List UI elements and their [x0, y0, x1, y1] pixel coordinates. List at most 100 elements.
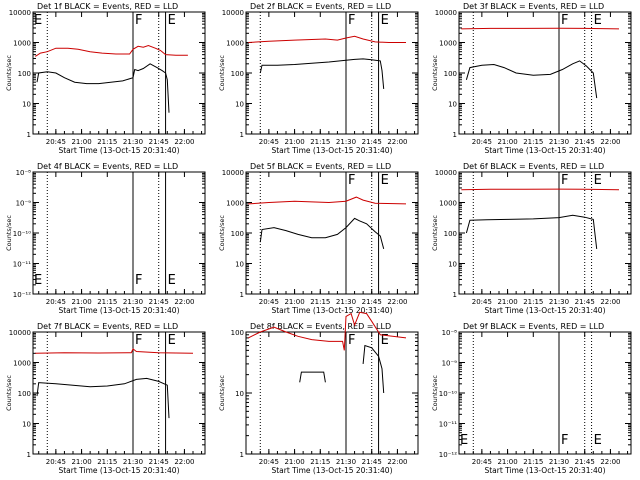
detector-panel: Det 3f BLACK = Events, RED = LLD 1 10 100 10… — [431, 2, 632, 155]
lld-series-line — [461, 27, 620, 30]
plot-frame — [458, 11, 632, 135]
events-series-line — [465, 60, 598, 99]
event-marker-label: F — [348, 173, 355, 188]
lld-series-line — [35, 348, 194, 354]
lld-series-line — [461, 188, 620, 191]
panel-title: Det 8f BLACK = Events, RED = LLD — [250, 322, 391, 331]
panel-title: Det 3f BLACK = Events, RED = LLD — [463, 2, 604, 11]
event-marker-label: F — [348, 333, 355, 348]
y-tick-label: 10⁻⁹ — [442, 360, 458, 368]
x-tick-label: 21:45 — [362, 138, 382, 146]
y-tick-label: 100 — [231, 230, 244, 238]
x-tick-label: 22:00 — [387, 458, 407, 466]
y-tick-label: 100 — [444, 70, 457, 78]
start-marker-label: E — [34, 273, 42, 288]
event-marker-label: E — [168, 13, 176, 28]
y-axis-label: Counts/sec — [431, 375, 439, 411]
events-series-line — [259, 58, 385, 89]
x-tick-label: 21:00 — [284, 298, 304, 306]
panel-title: Det 6f BLACK = Events, RED = LLD — [463, 162, 604, 171]
y-tick-label: 1000 — [439, 40, 457, 48]
detector-panel: Det 4f BLACK = Events, RED = LLD 10⁻¹² 10⁻… — [5, 162, 206, 315]
plot-frame — [245, 171, 419, 295]
x-axis-label: Start Time (13-Oct-15 20:31:40) — [58, 146, 179, 155]
events-series-line — [362, 344, 385, 394]
detector-panel: Det 8f BLACK = Events, RED = LLD 1 10 100 20… — [218, 311, 419, 475]
y-tick-label: 10000 — [222, 9, 244, 17]
x-tick-label: 21:45 — [575, 458, 595, 466]
event-marker-label: E — [381, 13, 389, 28]
events-series-line — [36, 63, 170, 113]
x-tick-label: 21:30 — [336, 458, 356, 466]
x-tick-label: 21:30 — [123, 138, 143, 146]
x-tick-label: 20:45 — [46, 458, 66, 466]
x-tick-label: 21:45 — [362, 458, 382, 466]
plot-frame — [32, 171, 206, 295]
x-tick-label: 21:30 — [549, 138, 569, 146]
y-tick-label: 10000 — [222, 169, 244, 177]
event-marker-label: F — [561, 13, 568, 28]
x-tick-label: 21:00 — [497, 138, 517, 146]
y-tick-label: 1 — [453, 131, 457, 139]
y-tick-label: 10 — [235, 261, 244, 269]
x-axis-label: Start Time (13-Oct-15 20:31:40) — [271, 146, 392, 155]
y-tick-label: 1 — [27, 131, 31, 139]
event-marker-label: F — [135, 273, 142, 288]
y-axis-label: Counts/sec — [431, 55, 439, 91]
x-tick-label: 21:45 — [575, 298, 595, 306]
y-tick-label: 100 — [231, 329, 244, 337]
x-tick-label: 21:15 — [523, 458, 543, 466]
lld-series-line — [248, 196, 407, 205]
x-tick-label: 21:45 — [575, 138, 595, 146]
y-axis-label: Counts/sec — [5, 375, 13, 411]
panel-title: Det 5f BLACK = Events, RED = LLD — [250, 162, 391, 171]
x-tick-label: 21:45 — [362, 298, 382, 306]
x-tick-label: 21:30 — [549, 298, 569, 306]
x-tick-label: 21:00 — [71, 298, 91, 306]
x-tick-label: 21:30 — [123, 458, 143, 466]
y-tick-label: 1 — [240, 131, 244, 139]
event-marker-label: E — [381, 333, 389, 348]
y-tick-label: 10 — [22, 101, 31, 109]
x-axis-label: Start Time (13-Oct-15 20:31:40) — [58, 466, 179, 475]
y-axis-label: Counts/sec — [218, 215, 226, 251]
detector-panel: Det 1f BLACK = Events, RED = LLD 1 10 100 10… — [5, 2, 206, 155]
start-marker-label: E — [34, 13, 42, 28]
x-tick-label: 20:45 — [259, 458, 279, 466]
x-axis-label: Start Time (13-Oct-15 20:31:40) — [484, 306, 605, 315]
y-tick-label: 100 — [18, 70, 31, 78]
events-series-line — [36, 377, 170, 419]
panel-title: Det 9f BLACK = Events, RED = LLD — [463, 322, 604, 331]
panel-title: Det 1f BLACK = Events, RED = LLD — [37, 2, 178, 11]
x-tick-label: 22:00 — [600, 138, 620, 146]
x-tick-label: 20:45 — [472, 138, 492, 146]
x-tick-label: 21:00 — [497, 458, 517, 466]
detector-panel: Det 9f BLACK = Events, RED = LLD 10⁻¹² 10⁻… — [431, 322, 632, 475]
y-tick-label: 100 — [444, 230, 457, 238]
x-tick-label: 20:45 — [259, 138, 279, 146]
plot-frame — [458, 171, 632, 295]
x-tick-label: 21:15 — [97, 138, 117, 146]
plot-frame — [32, 11, 206, 135]
y-tick-label: 100 — [231, 70, 244, 78]
detector-panel: Det 7f BLACK = Events, RED = LLD 1 10 100 10… — [5, 322, 206, 475]
x-tick-label: 21:00 — [284, 458, 304, 466]
x-tick-label: 20:45 — [46, 138, 66, 146]
event-marker-label: F — [561, 433, 568, 448]
x-tick-label: 21:15 — [310, 458, 330, 466]
x-tick-label: 20:45 — [259, 298, 279, 306]
x-axis-label: Start Time (13-Oct-15 20:31:40) — [58, 306, 179, 315]
x-tick-label: 21:00 — [71, 138, 91, 146]
x-tick-label: 22:00 — [174, 458, 194, 466]
event-marker-label: E — [594, 433, 602, 448]
x-tick-label: 21:45 — [149, 298, 169, 306]
event-marker-label: E — [594, 173, 602, 188]
detector-panel: Det 6f BLACK = Events, RED = LLD 1 10 100 10… — [431, 162, 632, 315]
y-tick-label: 1000 — [13, 360, 31, 368]
y-tick-label: 1000 — [439, 200, 457, 208]
x-tick-label: 21:15 — [97, 458, 117, 466]
y-tick-label: 10 — [448, 101, 457, 109]
y-tick-label: 10 — [235, 390, 244, 398]
x-tick-label: 21:00 — [497, 298, 517, 306]
